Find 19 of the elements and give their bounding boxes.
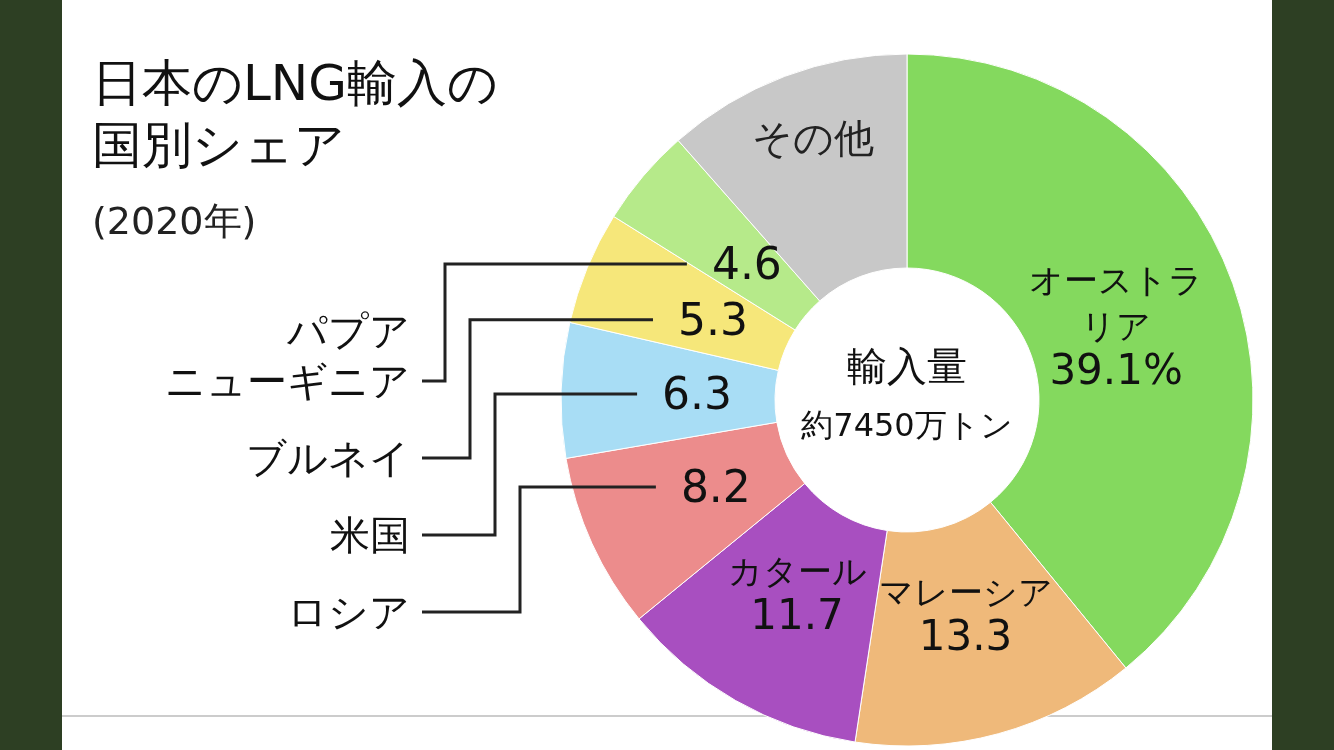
slice-label: ブルネイ xyxy=(246,435,410,481)
text: (2020年) xyxy=(92,199,257,243)
data-label: 39.1% xyxy=(1049,345,1183,395)
data-label: 5.3 xyxy=(677,293,748,345)
text: 日本のLNG輸入の国別シェア xyxy=(92,54,499,174)
data-label: 6.3 xyxy=(662,368,733,420)
data-label: 13.3 xyxy=(918,611,1013,661)
slice-label: その他 xyxy=(752,115,875,162)
data-label: 11.7 xyxy=(750,589,844,639)
slice-label: パプアニューギニア xyxy=(165,308,410,404)
slice-label: オーストラリア xyxy=(1029,260,1204,347)
slice-label: 米国 xyxy=(330,512,410,558)
slice-label: マレーシア xyxy=(878,572,1053,613)
data-label: 8.2 xyxy=(680,461,751,513)
slice-label: ロシア xyxy=(287,589,410,635)
text: 輸入量 xyxy=(847,343,967,389)
data-label: 4.6 xyxy=(711,238,782,290)
text: 約7450万トン xyxy=(801,406,1013,444)
slice-label: カタール xyxy=(727,550,867,591)
